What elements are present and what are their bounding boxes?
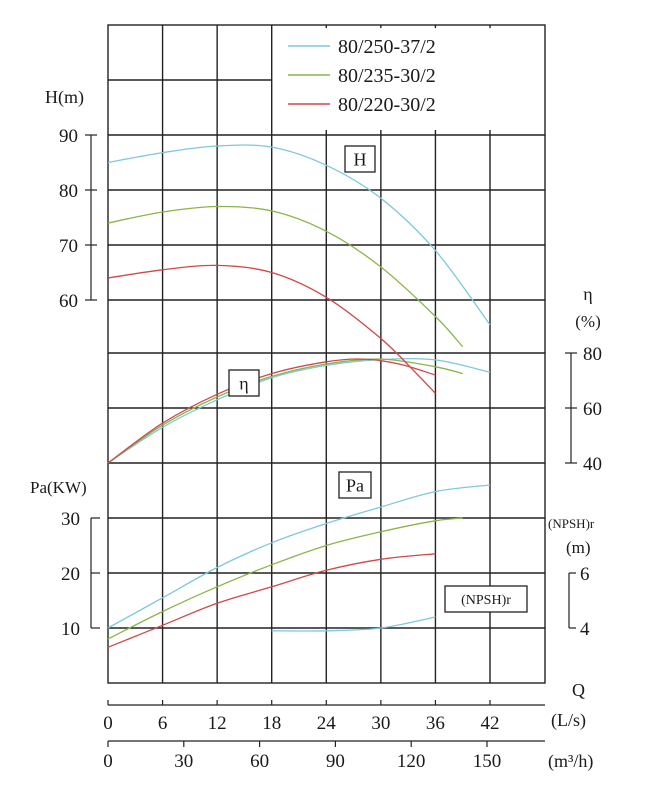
- efficiency-curve-0: [107, 357, 491, 464]
- head-curve-0: [107, 144, 491, 326]
- head-box-label-frame: [344, 145, 376, 173]
- ls-tick-label: 42: [481, 713, 500, 734]
- power-curve-2: [107, 553, 436, 648]
- legend-entry-label: 80/250-37/2: [338, 36, 436, 58]
- head-axis-label: H(m): [45, 87, 84, 108]
- efficiency-tick-label: 80: [583, 344, 602, 365]
- power-box-label-frame: [338, 471, 372, 499]
- npsh-tick-label: 6: [580, 564, 590, 585]
- curve-box-labels: Hη Pa (NPSH)r: [228, 145, 528, 613]
- m3h-tick-label: 150: [473, 751, 502, 772]
- efficiency-tick-label: 60: [583, 399, 602, 420]
- m3h-tick-label: 120: [397, 751, 426, 772]
- npsh-box-label-frame: [444, 585, 528, 613]
- ls-tick-label: 24: [317, 713, 337, 734]
- efficiency-curve-2: [107, 358, 436, 464]
- chart-curves: [107, 144, 491, 648]
- npsh-tick-label: 4: [580, 619, 590, 640]
- power-axis-label: Pa(KW): [30, 478, 87, 497]
- head-box-label: H: [354, 149, 367, 169]
- efficiency-box-label: η: [239, 373, 248, 393]
- ls-axis-unit: (L/s): [551, 710, 586, 731]
- efficiency-box-label-frame: [228, 369, 260, 397]
- npsh-curve-0: [271, 616, 436, 632]
- m3h-tick-label: 60: [250, 751, 269, 772]
- m3h-tick-label: 30: [174, 751, 193, 772]
- ls-tick-label: 18: [262, 713, 281, 734]
- npsh-axis-label: (NPSH)r: [548, 516, 595, 531]
- npsh-axis-unit: (m): [566, 538, 591, 557]
- power-box-label: Pa: [346, 475, 364, 495]
- m3h-tick-label: 90: [326, 751, 345, 772]
- ls-tick-label: 0: [103, 713, 113, 734]
- power-tick-label: 20: [61, 564, 80, 585]
- chart-grid: [107, 24, 546, 684]
- power-tick-label: 30: [61, 509, 80, 530]
- chart-axes: H(m)90807060Pa(KW)302010η(%)806040(NPSH)…: [30, 87, 602, 772]
- head-curve-1: [107, 205, 464, 348]
- q-axis-label: Q: [572, 680, 585, 700]
- power-curve-1: [107, 517, 463, 640]
- efficiency-curve-1: [107, 358, 463, 464]
- ls-tick-label: 36: [426, 713, 445, 734]
- npsh-box-label: (NPSH)r: [461, 593, 511, 608]
- legend: 80/250-37/2 80/235-30/2 80/220-30/2: [275, 28, 543, 130]
- legend-entry-label: 80/235-30/2: [338, 65, 436, 87]
- legend-background: [275, 28, 543, 130]
- ls-tick-label: 12: [208, 713, 227, 734]
- head-tick-label: 60: [59, 291, 78, 312]
- head-tick-label: 70: [59, 236, 78, 257]
- efficiency-axis-symbol: η: [583, 284, 592, 304]
- legend-entry-label: 80/220-30/2: [338, 94, 436, 116]
- power-curve-0: [107, 484, 491, 629]
- efficiency-axis-unit: (%): [575, 312, 600, 331]
- efficiency-tick-label: 40: [583, 454, 602, 475]
- head-tick-label: 80: [59, 181, 78, 202]
- head-curve-2: [107, 264, 436, 394]
- head-tick-label: 90: [59, 126, 78, 147]
- m3h-axis-unit: (m³/h): [548, 751, 593, 772]
- m3h-tick-label: 0: [103, 751, 113, 772]
- ls-tick-label: 30: [371, 713, 390, 734]
- power-tick-label: 10: [61, 619, 80, 640]
- ls-tick-label: 6: [158, 713, 168, 734]
